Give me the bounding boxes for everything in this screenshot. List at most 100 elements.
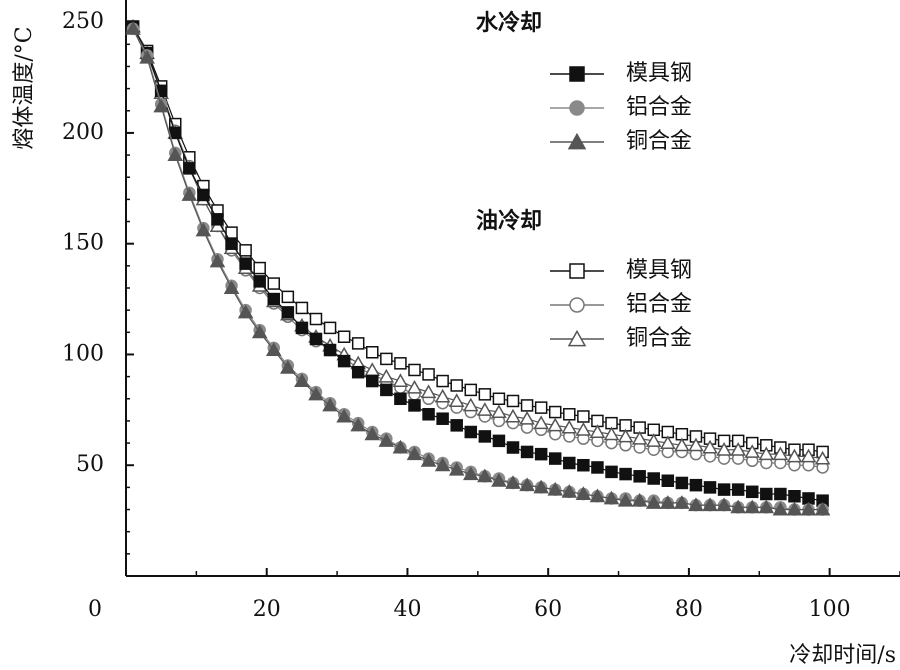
data-point bbox=[366, 345, 379, 359]
data-point bbox=[717, 483, 731, 496]
data-point bbox=[450, 379, 463, 392]
data-point bbox=[675, 476, 689, 490]
data-point bbox=[492, 434, 506, 448]
data-point bbox=[814, 450, 831, 465]
data-point bbox=[183, 162, 196, 175]
data-point bbox=[478, 430, 492, 443]
data-point bbox=[534, 447, 548, 461]
data-point bbox=[436, 412, 449, 425]
data-point bbox=[519, 410, 535, 425]
data-point bbox=[211, 213, 224, 226]
data-point bbox=[492, 392, 506, 406]
data-point bbox=[309, 332, 323, 346]
data-point bbox=[633, 470, 646, 483]
data-point bbox=[351, 365, 365, 379]
legend-water-title: 水冷却 bbox=[476, 10, 542, 36]
data-point bbox=[605, 465, 618, 479]
data-point bbox=[464, 383, 478, 397]
data-point bbox=[505, 408, 521, 423]
data-point bbox=[448, 393, 465, 407]
data-point bbox=[392, 373, 409, 388]
data-point bbox=[464, 425, 478, 439]
data-point bbox=[364, 426, 381, 441]
data-point bbox=[603, 426, 620, 441]
legend-label: 铝合金 bbox=[626, 95, 692, 120]
x-tick-label: 60 bbox=[534, 597, 562, 622]
data-point bbox=[378, 368, 395, 383]
data-point bbox=[239, 244, 252, 257]
data-point bbox=[420, 453, 437, 467]
data-point bbox=[645, 495, 662, 509]
data-point bbox=[295, 321, 309, 335]
data-point bbox=[772, 501, 789, 516]
data-point bbox=[520, 399, 534, 412]
data-point bbox=[744, 444, 761, 458]
data-point bbox=[674, 437, 690, 452]
data-point bbox=[265, 342, 282, 357]
data-point bbox=[661, 474, 675, 487]
data-point bbox=[788, 489, 801, 503]
data-point bbox=[308, 386, 324, 401]
y-tick-label: 250 bbox=[62, 9, 104, 34]
data-point bbox=[125, 21, 141, 35]
data-point bbox=[394, 357, 407, 370]
data-point bbox=[730, 441, 746, 456]
data-point bbox=[153, 98, 169, 113]
data-point bbox=[154, 84, 168, 98]
data-point bbox=[436, 374, 449, 388]
data-point bbox=[758, 446, 775, 461]
data-point bbox=[660, 495, 676, 509]
legend-marker bbox=[567, 132, 587, 150]
tick-labels: 50 100 150 200 250 0 20 40 60 80 100 bbox=[62, 9, 851, 622]
data-point bbox=[731, 483, 745, 496]
data-point bbox=[744, 499, 761, 514]
data-point bbox=[491, 472, 507, 487]
legend-entry: 模具钢 bbox=[550, 61, 692, 86]
data-point bbox=[617, 492, 634, 507]
data-point bbox=[647, 472, 660, 485]
data-point bbox=[380, 383, 393, 397]
data-point bbox=[322, 397, 338, 412]
data-point bbox=[631, 492, 648, 507]
legend-entry: 铜合金 bbox=[550, 129, 692, 154]
data-point bbox=[603, 490, 620, 505]
data-point bbox=[547, 481, 564, 496]
data-point bbox=[730, 499, 746, 514]
data-point bbox=[619, 467, 632, 481]
data-point bbox=[406, 446, 423, 461]
data-point bbox=[774, 487, 787, 501]
legend-label: 铝合金 bbox=[626, 292, 692, 317]
tick-marks bbox=[126, 21, 900, 576]
data-point bbox=[281, 306, 295, 319]
data-point bbox=[674, 495, 690, 509]
data-point bbox=[267, 292, 281, 306]
legend-entry: 铝合金 bbox=[550, 95, 692, 120]
data-point bbox=[702, 497, 718, 512]
data-point bbox=[323, 343, 337, 357]
data-point bbox=[645, 433, 662, 447]
data-point bbox=[520, 445, 534, 459]
data-point bbox=[589, 488, 606, 503]
legend-label: 模具钢 bbox=[626, 61, 692, 86]
data-point bbox=[337, 354, 351, 368]
data-point bbox=[688, 497, 704, 512]
legend-entry: 铝合金 bbox=[550, 292, 692, 317]
data-point bbox=[577, 410, 590, 423]
data-point bbox=[280, 360, 296, 374]
x-tick-label: 20 bbox=[253, 597, 281, 622]
data-point bbox=[786, 501, 803, 516]
data-point bbox=[689, 478, 703, 492]
data-point bbox=[660, 435, 676, 450]
y-tick-label: 150 bbox=[62, 231, 104, 256]
data-point bbox=[408, 399, 421, 412]
series-water-filled-square bbox=[126, 20, 829, 507]
data-point bbox=[223, 280, 240, 294]
data-point bbox=[548, 405, 562, 419]
data-point bbox=[267, 277, 281, 290]
data-point bbox=[547, 417, 564, 432]
data-point bbox=[295, 301, 309, 315]
data-point bbox=[577, 458, 590, 472]
